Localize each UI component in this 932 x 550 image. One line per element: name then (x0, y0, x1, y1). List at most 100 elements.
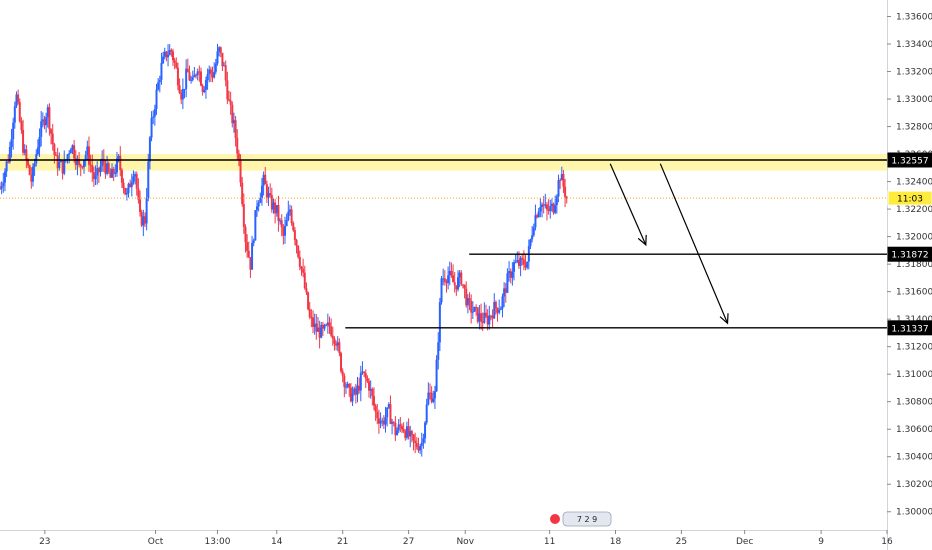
candle-body (86, 146, 89, 155)
candle-body (162, 56, 165, 64)
candle-body (41, 119, 44, 122)
candle-body (412, 434, 415, 441)
candle-body (522, 259, 525, 265)
candle-body (28, 165, 31, 175)
candle-body (76, 159, 79, 165)
candle-body (236, 137, 239, 154)
candle-body (234, 120, 237, 138)
price-axis[interactable]: 1.336001.334001.332001.330001.328001.326… (887, 0, 932, 550)
candle-body (71, 145, 74, 150)
candle-body (104, 164, 107, 174)
candle-body (89, 164, 92, 166)
candle-body (203, 89, 206, 92)
candle-body (239, 159, 242, 183)
resistance-zone-layer (0, 154, 887, 171)
candle-body (241, 182, 244, 205)
candle-body (489, 315, 492, 317)
arrow-head (637, 234, 647, 247)
candle-body (260, 185, 263, 199)
candle-body (125, 193, 128, 195)
candle-body (53, 144, 56, 155)
candle-body (213, 71, 216, 78)
candle-body (176, 67, 179, 86)
candle-body (466, 298, 469, 306)
candle-body (165, 51, 168, 58)
candle-body (312, 317, 315, 327)
candle-body (478, 313, 481, 322)
candle-body (147, 161, 150, 199)
candle-body (499, 308, 502, 310)
candle-body (428, 392, 431, 394)
candle-body (195, 74, 198, 76)
candle-body (377, 418, 380, 424)
candle-body (142, 216, 145, 226)
price-tick-label: 1.32200 (896, 205, 932, 215)
price-tick-label: 1.32400 (896, 178, 932, 188)
candle-body (20, 121, 23, 130)
candle-body (310, 317, 313, 319)
candle-body (183, 88, 186, 90)
candle-body (481, 321, 484, 323)
candle-body (134, 174, 137, 177)
candle-body (511, 271, 514, 278)
candle-body (97, 168, 100, 173)
candle-body (280, 220, 283, 228)
time-tick-label: Dec (736, 537, 753, 547)
candle-body (536, 215, 539, 218)
candle-body (419, 445, 422, 451)
candle-body (368, 381, 371, 391)
candle-body (249, 257, 252, 270)
candle-body (303, 272, 306, 289)
candle-body (433, 391, 436, 399)
candle-body (38, 136, 41, 148)
candle-body (410, 431, 413, 435)
candle-body (448, 270, 451, 276)
candle-body (15, 94, 18, 107)
candle-body (50, 129, 53, 134)
candle-body (107, 163, 110, 172)
candle-body (242, 204, 245, 227)
candle-body (485, 312, 488, 316)
time-tick-label: 27 (403, 537, 414, 547)
candle-body (366, 378, 369, 382)
candle-body (170, 50, 173, 52)
candle-body (391, 422, 394, 424)
candle-body (307, 292, 310, 310)
candle-body (318, 327, 321, 338)
candle-body (218, 47, 221, 52)
candle-body (554, 205, 557, 213)
candle-body (420, 442, 423, 446)
candle-body (461, 284, 464, 286)
candle-body (290, 209, 293, 224)
candle-body (124, 187, 127, 195)
candle-body (341, 371, 344, 376)
arrows-layer (609, 163, 729, 325)
candle-body (559, 180, 562, 182)
candle-body (115, 158, 118, 173)
candle-body (519, 257, 522, 266)
candle-body (81, 166, 84, 168)
candle-body (316, 327, 319, 332)
candle-body (389, 404, 392, 424)
candle-body (7, 161, 10, 163)
levels-layer (0, 159, 887, 329)
price-tick-label: 1.32800 (896, 123, 932, 133)
candle-body (305, 288, 308, 293)
candle-body (369, 388, 372, 391)
candle-body (371, 388, 374, 397)
candle-body (363, 371, 366, 374)
events-marker[interactable]: 7 2 9 (550, 511, 612, 527)
candle-body (325, 324, 328, 326)
candle-body (359, 372, 362, 391)
candle-body (185, 68, 188, 89)
candle-body (475, 306, 478, 308)
candle-body (438, 302, 441, 343)
candle-body (188, 72, 191, 81)
candle-body (382, 420, 385, 425)
candle-body (399, 424, 402, 427)
candle-body (94, 175, 97, 180)
candle-body (252, 240, 255, 244)
time-axis[interactable]: 23 Oct 13:00 14 21 27 Nov 11 18 25 Dec 9 16 (0, 530, 893, 547)
candle-body (298, 256, 301, 267)
